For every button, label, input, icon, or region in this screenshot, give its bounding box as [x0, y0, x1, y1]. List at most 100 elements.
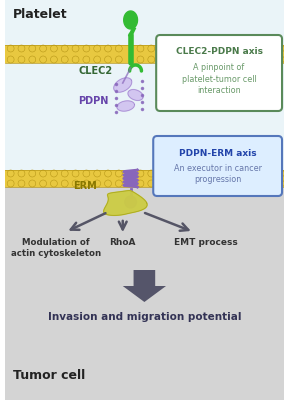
FancyBboxPatch shape — [156, 35, 282, 111]
Text: PDPN: PDPN — [79, 96, 109, 106]
Circle shape — [115, 56, 122, 63]
Circle shape — [61, 45, 68, 52]
Circle shape — [148, 56, 155, 63]
Polygon shape — [123, 270, 166, 302]
FancyBboxPatch shape — [153, 136, 282, 196]
Circle shape — [256, 180, 263, 187]
Circle shape — [213, 56, 220, 63]
Circle shape — [51, 180, 57, 187]
Circle shape — [72, 45, 79, 52]
Circle shape — [245, 56, 252, 63]
Circle shape — [18, 180, 25, 187]
Circle shape — [170, 170, 176, 177]
Bar — [5, 0, 284, 187]
Text: EMT process: EMT process — [174, 238, 238, 247]
Circle shape — [234, 170, 241, 177]
Circle shape — [148, 170, 155, 177]
Circle shape — [18, 45, 25, 52]
Polygon shape — [128, 90, 143, 100]
Circle shape — [170, 180, 176, 187]
Circle shape — [267, 45, 274, 52]
Circle shape — [115, 45, 122, 52]
Circle shape — [61, 56, 68, 63]
Circle shape — [105, 45, 111, 52]
Circle shape — [170, 45, 176, 52]
Circle shape — [40, 45, 47, 52]
Circle shape — [105, 56, 111, 63]
Circle shape — [245, 180, 252, 187]
Circle shape — [29, 170, 36, 177]
Circle shape — [51, 45, 57, 52]
Circle shape — [7, 56, 14, 63]
Circle shape — [224, 56, 230, 63]
Circle shape — [115, 170, 122, 177]
Circle shape — [213, 180, 220, 187]
Circle shape — [18, 56, 25, 63]
Circle shape — [7, 170, 14, 177]
Text: ERM: ERM — [74, 181, 97, 191]
Circle shape — [148, 45, 155, 52]
Circle shape — [72, 170, 79, 177]
Circle shape — [18, 170, 25, 177]
Circle shape — [83, 45, 90, 52]
Circle shape — [159, 45, 166, 52]
Bar — [5, 45, 284, 63]
Circle shape — [40, 170, 47, 177]
Text: PDPN-ERM axis: PDPN-ERM axis — [179, 148, 256, 158]
Circle shape — [191, 170, 198, 177]
Circle shape — [94, 180, 101, 187]
Circle shape — [191, 180, 198, 187]
Circle shape — [180, 170, 187, 177]
Polygon shape — [117, 101, 134, 111]
Circle shape — [224, 180, 230, 187]
Circle shape — [277, 56, 284, 63]
Circle shape — [180, 56, 187, 63]
Circle shape — [159, 170, 166, 177]
Text: Tumor cell: Tumor cell — [12, 369, 85, 382]
Circle shape — [137, 180, 144, 187]
Text: A pinpoint of
platelet-tumor cell
interaction: A pinpoint of platelet-tumor cell intera… — [182, 63, 256, 95]
Circle shape — [180, 180, 187, 187]
Circle shape — [234, 56, 241, 63]
Circle shape — [72, 56, 79, 63]
Bar — [5, 187, 284, 400]
Circle shape — [137, 170, 144, 177]
Circle shape — [277, 170, 284, 177]
Circle shape — [234, 180, 241, 187]
Circle shape — [29, 45, 36, 52]
Circle shape — [191, 45, 198, 52]
Circle shape — [148, 180, 155, 187]
Circle shape — [267, 56, 274, 63]
Circle shape — [245, 45, 252, 52]
Circle shape — [94, 45, 101, 52]
Circle shape — [137, 56, 144, 63]
Circle shape — [213, 45, 220, 52]
Bar — [5, 170, 284, 187]
Circle shape — [51, 56, 57, 63]
Circle shape — [267, 180, 274, 187]
Circle shape — [159, 180, 166, 187]
Text: RhoA: RhoA — [110, 238, 136, 247]
Circle shape — [94, 56, 101, 63]
Text: Invasion and migration potential: Invasion and migration potential — [48, 312, 241, 322]
Text: CLEC2-PDPN axis: CLEC2-PDPN axis — [176, 46, 263, 56]
Circle shape — [137, 45, 144, 52]
Circle shape — [29, 180, 36, 187]
Text: CLEC2: CLEC2 — [79, 66, 113, 76]
Circle shape — [115, 180, 122, 187]
Circle shape — [125, 196, 137, 208]
Circle shape — [224, 45, 230, 52]
Circle shape — [29, 56, 36, 63]
Circle shape — [83, 56, 90, 63]
Circle shape — [40, 180, 47, 187]
Circle shape — [202, 45, 209, 52]
Circle shape — [180, 45, 187, 52]
Polygon shape — [104, 191, 147, 215]
Circle shape — [105, 170, 111, 177]
Circle shape — [277, 180, 284, 187]
Text: An executor in cancer
progression: An executor in cancer progression — [174, 164, 262, 184]
Circle shape — [7, 180, 14, 187]
Circle shape — [40, 56, 47, 63]
Circle shape — [51, 170, 57, 177]
Circle shape — [83, 180, 90, 187]
